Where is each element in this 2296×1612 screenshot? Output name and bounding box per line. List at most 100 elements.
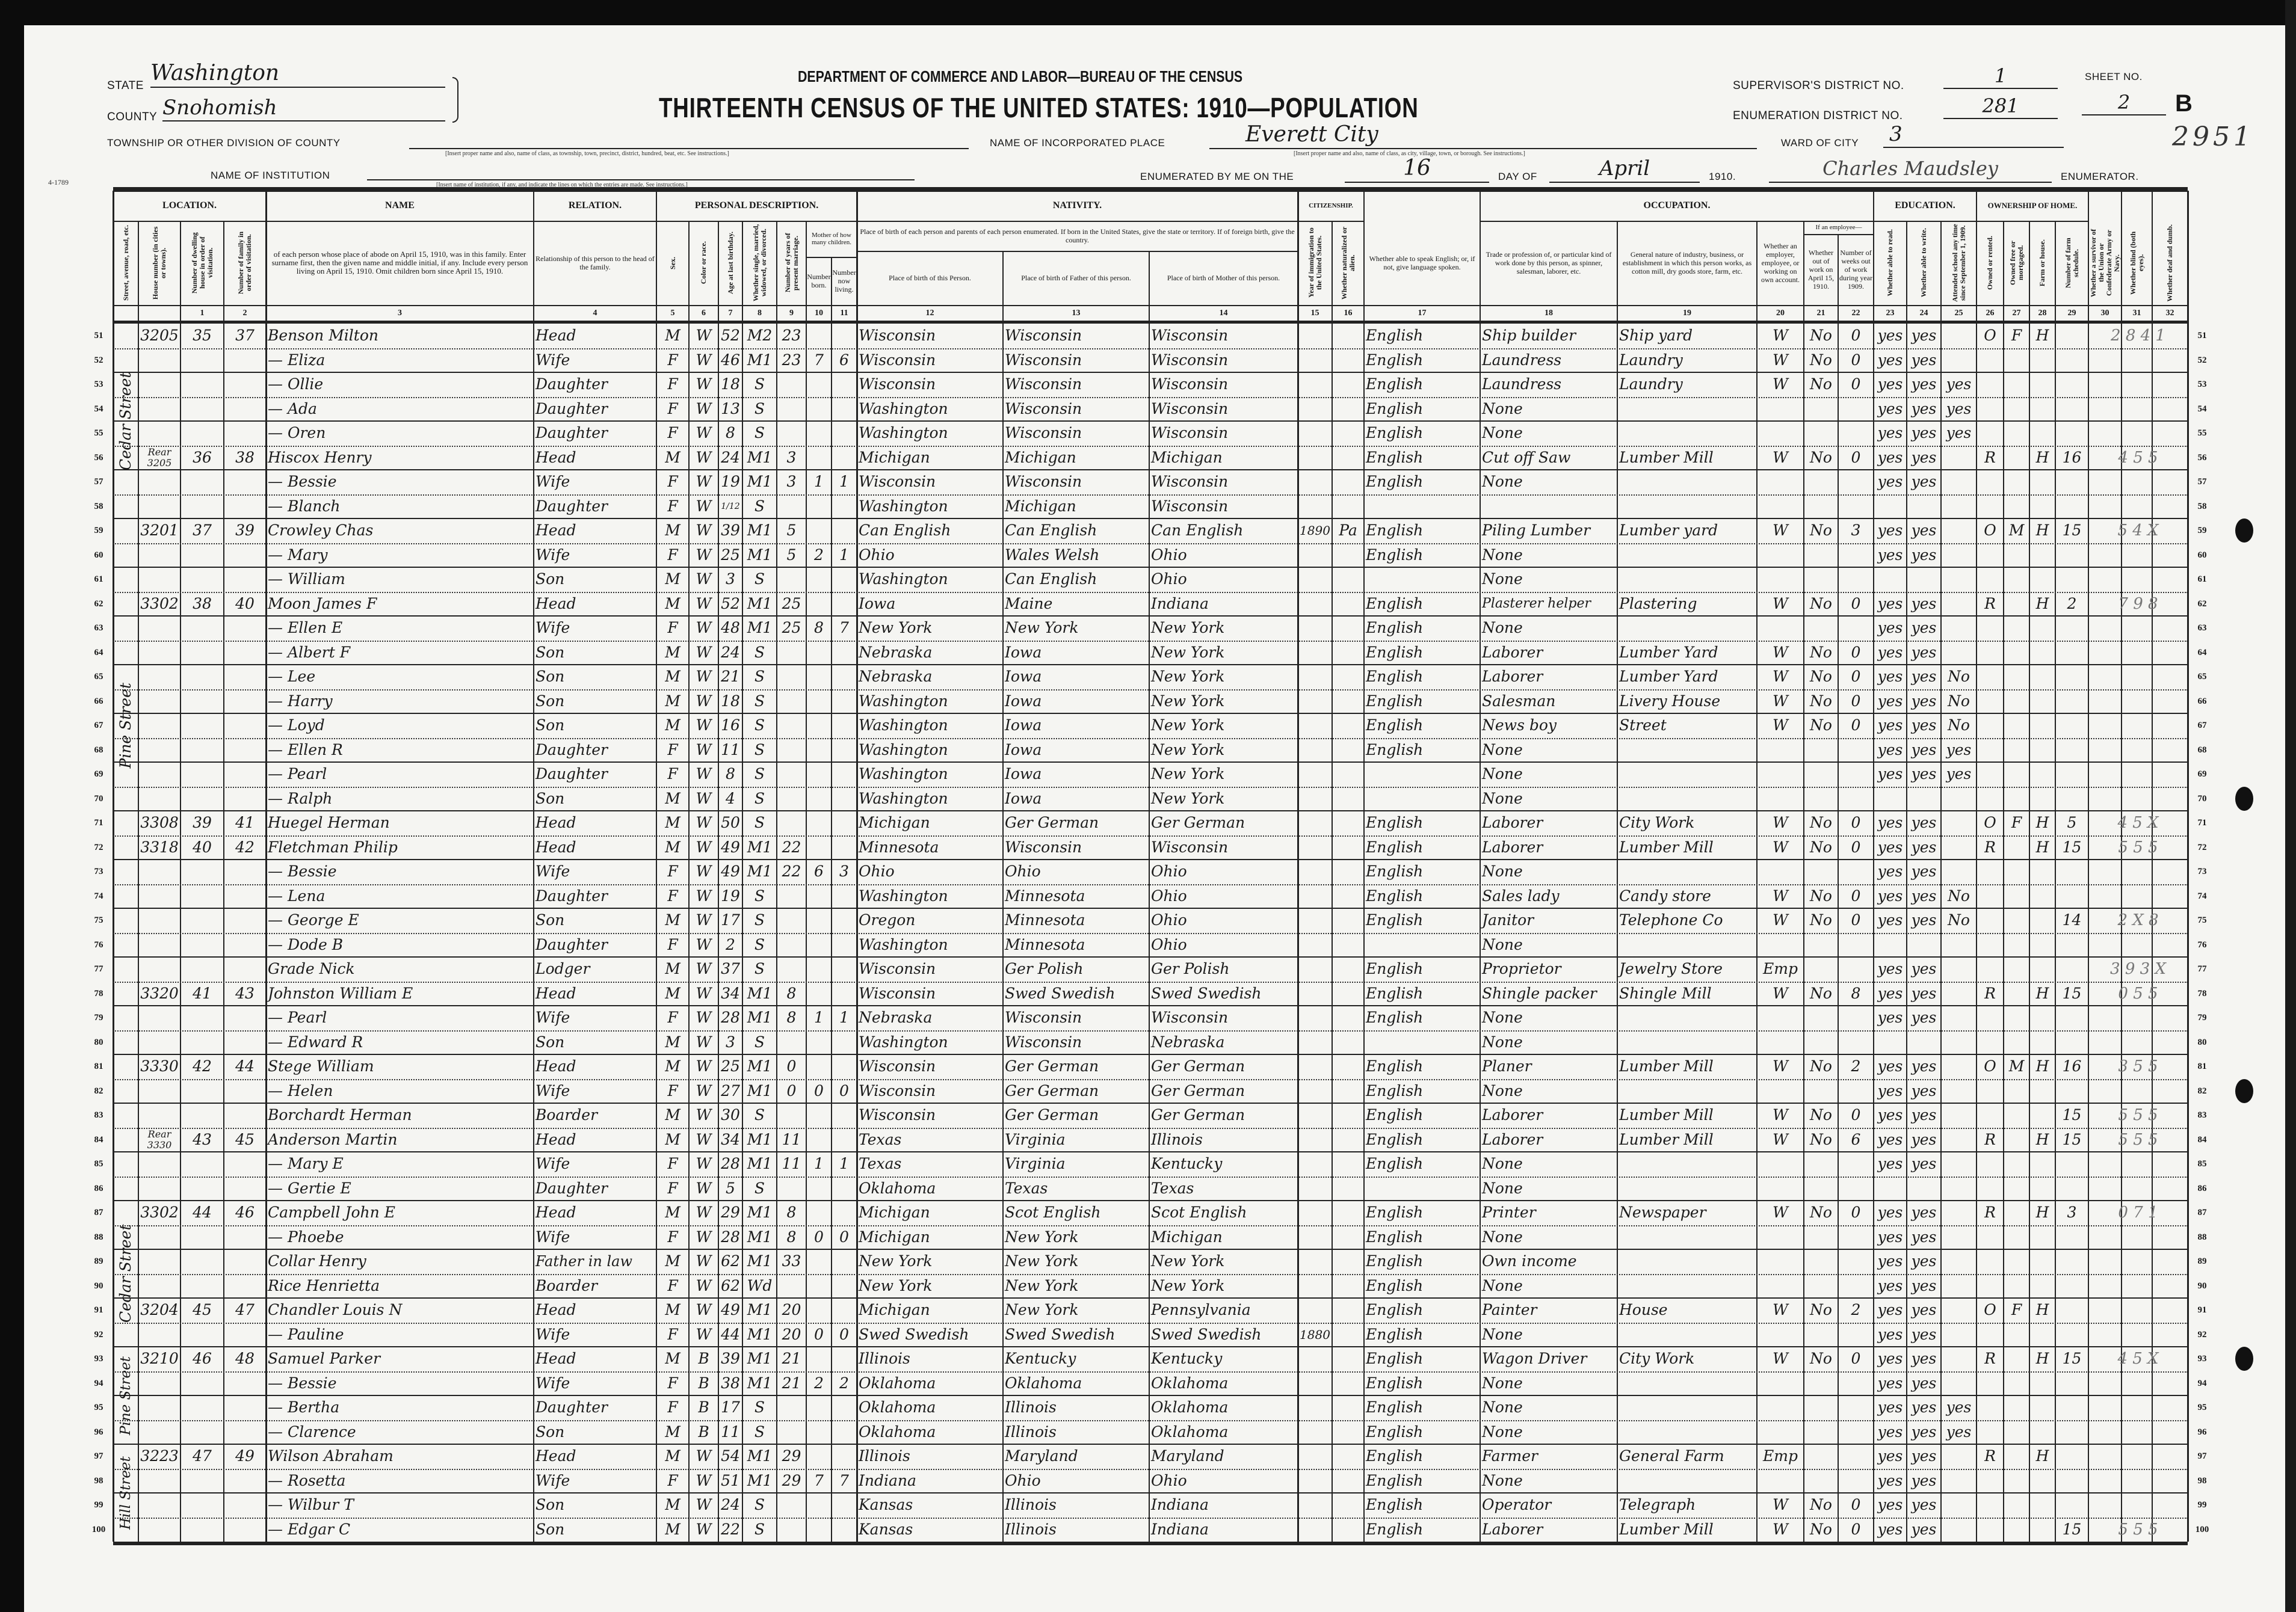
sex: F [667,863,678,880]
column-rule [533,191,534,1542]
group-rule [534,221,656,222]
trade: None [1482,1033,1523,1051]
employment-class: W [1773,838,1788,856]
person-name: — Ellen E [268,619,343,636]
row-rule-dotted [113,396,2188,398]
father-birthplace: Swed Swedish [1005,1325,1116,1343]
trade: None [1482,1374,1523,1392]
relation: Head [535,594,576,612]
weeks-unemployed: 0 [1851,668,1861,685]
sex: F [667,473,678,490]
farm-or-house: H [2035,1447,2049,1465]
can-read: yes [1877,740,1903,758]
farm-schedule-number: 14 [2062,911,2082,929]
column-rule [1756,221,1757,1542]
line-number-left: 76 [94,940,103,950]
tally-codes: 5 5 5 [2118,838,2158,857]
language: English [1366,1252,1424,1270]
house-number: 3320 [140,984,179,1002]
line-number-right: 85 [2197,1159,2207,1169]
father-birthplace: New York [1005,1252,1079,1270]
group-rule [857,221,1298,222]
can-read: yes [1877,984,1903,1002]
relation: Father in law [535,1253,633,1270]
years-married: 20 [782,1325,801,1343]
color: W [696,935,712,953]
group-header-ownership: OWNERSHIP OF HOME. [1987,201,2078,210]
column-rule [1002,251,1004,1542]
relation: Wife [535,863,570,880]
language: English [1366,1447,1424,1465]
tally-codes: 3 9 3 X [2110,960,2166,978]
line-number-left: 66 [94,696,103,706]
can-read: yes [1877,399,1903,417]
column-number: 17 [1418,309,1427,318]
line-number-left: 84 [94,1134,103,1145]
line-number-right: 96 [2197,1427,2207,1437]
age: 5 [726,1179,735,1197]
birthplace: Wisconsin [859,984,936,1002]
children-living: 1 [839,473,849,490]
column-header-10: Number born. [806,257,832,305]
can-write: yes [1911,1423,1937,1441]
age: 39 [721,521,740,539]
trade: Cut off Saw [1482,448,1571,466]
column-header-13: Place of birth of Father of this person. [1003,251,1149,305]
enumeration-day: 16 [1345,155,1489,183]
birthplace: Ohio [859,546,895,564]
age: 24 [721,448,740,466]
sex: M [665,1252,680,1270]
can-read: yes [1877,1155,1903,1172]
row-rule [113,567,2188,568]
can-read: yes [1877,1471,1903,1489]
years-married: 29 [782,1447,801,1465]
age: 13 [721,399,740,417]
column-rule [2055,221,2056,1542]
mother-birthplace: Michigan [1151,1228,1223,1246]
column-header-text: Whether single, married, widowed, or div… [751,224,768,302]
can-read: yes [1877,424,1903,441]
marital-status: S [754,1106,765,1124]
relation: Head [535,814,576,831]
tally-codes: 7 9 8 [2118,594,2158,613]
can-read: yes [1877,1325,1903,1343]
row-rule-dotted [113,932,2188,934]
column-header-text: Place of birth of this Person. [889,274,971,282]
line-number-right: 81 [2197,1062,2207,1071]
farm-schedule-number: 5 [2067,814,2077,831]
can-write: yes [1911,1350,1937,1367]
weeks-unemployed: 0 [1851,643,1861,661]
out-of-work: No [1810,911,1832,929]
column-header-text: Place of birth of Mother of this person. [1167,274,1280,282]
line-number-right: 97 [2197,1451,2207,1461]
column-header-text: Whether an employer, employee, or workin… [1761,242,1800,284]
marital-status: M1 [747,1009,773,1026]
employment-class: W [1773,887,1788,905]
line-number-left: 59 [94,526,103,535]
row-rule-dotted [113,786,2188,788]
can-read: yes [1877,375,1903,393]
line-number-right: 100 [2195,1524,2209,1534]
can-write: yes [1911,375,1937,393]
can-write: yes [1911,863,1937,880]
marital-status: M1 [747,1447,773,1465]
birthplace: New York [859,619,933,636]
relation: Wife [535,1228,570,1246]
mother-birthplace: New York [1151,1276,1225,1294]
language: English [1366,1081,1424,1100]
trade: None [1482,1009,1523,1026]
sex: M [665,643,680,661]
column-header-text: Relationship of this person to the head … [535,254,655,271]
line-number-left: 55 [94,428,103,438]
line-number-left: 77 [94,964,103,974]
row-rule-dotted [113,1322,2188,1324]
mother-birthplace: Wisconsin [1151,473,1229,490]
column-header-text: Whether able to write. [1919,228,1928,298]
marital-status: S [754,692,765,710]
punch-hole [2235,1347,2253,1371]
marital-status: M1 [747,521,773,539]
color: W [696,1496,712,1513]
children-born: 7 [814,351,824,369]
years-married: 3 [786,448,797,466]
relation: Wife [535,1325,570,1343]
